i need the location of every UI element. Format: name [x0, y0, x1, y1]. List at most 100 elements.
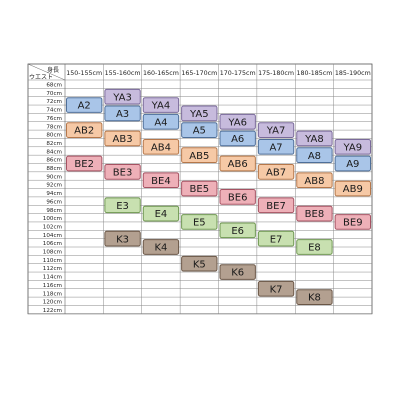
- size-label-BE8: BE8: [305, 209, 325, 220]
- size-block-A2: [66, 97, 103, 113]
- size-block-YA9: [334, 138, 371, 155]
- size-block-BE4: [142, 172, 180, 189]
- size-block-E4: [142, 205, 180, 222]
- size-block-BE2: [66, 155, 103, 172]
- row-header-68cm: 68cm: [46, 83, 62, 89]
- size-block-A7: [257, 138, 295, 155]
- size-block-E3: [104, 197, 141, 214]
- size-label-AB7: AB7: [266, 167, 286, 178]
- size-label-E8: E8: [308, 243, 321, 254]
- size-block-YA7: [257, 122, 295, 138]
- size-label-YA3: YA3: [112, 92, 132, 103]
- size-label-E4: E4: [155, 209, 168, 220]
- size-block-E7: [257, 230, 295, 247]
- size-label-BE2: BE2: [74, 159, 94, 170]
- size-block-AB6: [219, 155, 256, 172]
- size-block-YA6: [219, 113, 256, 130]
- size-block-A6: [219, 130, 256, 147]
- size-label-A4: A4: [154, 117, 167, 128]
- row-header-102cm: 102cm: [43, 224, 62, 230]
- size-label-YA4: YA4: [151, 101, 171, 112]
- size-label-BE4: BE4: [151, 176, 171, 187]
- size-label-BE3: BE3: [113, 167, 133, 178]
- size-block-BE5: [181, 180, 218, 197]
- size-label-E6: E6: [231, 226, 244, 237]
- column-header-160-165cm: 160-165cm: [143, 70, 179, 77]
- size-block-YA8: [296, 130, 333, 147]
- size-label-AB8: AB8: [304, 176, 324, 187]
- size-label-K8: K8: [308, 293, 321, 304]
- size-label-A3: A3: [116, 109, 129, 120]
- size-label-A5: A5: [193, 126, 206, 137]
- row-header-84cm: 84cm: [46, 149, 62, 155]
- row-header-78cm: 78cm: [46, 124, 62, 130]
- row-header-116cm: 116cm: [43, 283, 62, 289]
- corner-diagonal: [27, 63, 66, 81]
- size-label-YA6: YA6: [227, 117, 247, 128]
- column-header-180-185cm: 180-185cm: [296, 70, 332, 77]
- size-block-A4: [142, 113, 180, 130]
- size-block-AB3: [104, 130, 141, 147]
- size-label-K3: K3: [116, 234, 129, 245]
- size-block-K8: [296, 289, 333, 305]
- row-header-114cm: 114cm: [43, 275, 62, 281]
- size-block-AB7: [257, 164, 295, 180]
- size-label-E3: E3: [116, 201, 129, 212]
- size-label-YA5: YA5: [189, 109, 209, 120]
- size-block-A5: [181, 122, 218, 138]
- size-label-AB9: AB9: [343, 184, 363, 195]
- row-header-100cm: 100cm: [43, 216, 62, 222]
- column-header-165-170cm: 165-170cm: [181, 70, 217, 77]
- size-block-BE8: [296, 205, 333, 222]
- row-header-74cm: 74cm: [46, 108, 62, 114]
- row-header-90cm: 90cm: [46, 174, 62, 180]
- size-label-AB4: AB4: [151, 142, 171, 153]
- size-block-E5: [181, 214, 218, 230]
- size-block-E8: [296, 239, 333, 255]
- size-block-AB9: [334, 180, 371, 197]
- size-label-AB2: AB2: [74, 126, 94, 137]
- row-header-86cm: 86cm: [46, 158, 62, 164]
- column-header-175-180cm: 175-180cm: [258, 70, 294, 77]
- size-label-YA8: YA8: [304, 134, 324, 145]
- size-label-A7: A7: [269, 142, 282, 153]
- size-block-AB5: [181, 147, 218, 164]
- row-header-88cm: 88cm: [46, 166, 62, 172]
- size-label-BE9: BE9: [343, 218, 363, 229]
- size-label-A9: A9: [346, 159, 359, 170]
- size-block-AB4: [142, 138, 180, 155]
- row-header-82cm: 82cm: [46, 141, 62, 147]
- size-block-K6: [219, 264, 256, 280]
- size-block-E6: [219, 222, 256, 239]
- row-header-110cm: 110cm: [43, 258, 62, 264]
- size-label-BE6: BE6: [228, 193, 248, 204]
- row-header-70cm: 70cm: [46, 91, 62, 97]
- column-header-150-155cm: 150-155cm: [66, 70, 102, 77]
- size-block-K7: [257, 280, 295, 297]
- row-header-96cm: 96cm: [46, 199, 62, 205]
- size-label-YA7: YA7: [266, 126, 286, 137]
- size-label-AB3: AB3: [113, 134, 133, 145]
- size-block-YA4: [142, 97, 180, 113]
- row-header-98cm: 98cm: [46, 208, 62, 214]
- size-label-A8: A8: [308, 151, 321, 162]
- size-block-AB2: [66, 122, 103, 138]
- size-block-K3: [104, 230, 141, 247]
- row-header-118cm: 118cm: [43, 291, 62, 297]
- row-header-108cm: 108cm: [43, 250, 62, 256]
- size-label-K7: K7: [270, 284, 283, 295]
- size-label-BE5: BE5: [190, 184, 210, 195]
- size-label-K6: K6: [231, 268, 244, 279]
- size-label-AB6: AB6: [228, 159, 248, 170]
- row-header-80cm: 80cm: [46, 133, 62, 139]
- size-blocks: YA3 A2 YA4 A3 YA5 A4 YA6 AB2 A5 YA7 AB3 A6 YA8 AB4 A7 Y…: [66, 88, 371, 305]
- size-label-K4: K4: [154, 243, 167, 254]
- row-header-122cm: 122cm: [43, 308, 62, 314]
- size-label-K5: K5: [193, 259, 206, 270]
- size-block-YA5: [181, 105, 218, 122]
- size-label-E7: E7: [270, 234, 283, 245]
- size-label-A2: A2: [78, 101, 91, 112]
- row-header-106cm: 106cm: [43, 241, 62, 247]
- row-header-72cm: 72cm: [46, 99, 62, 105]
